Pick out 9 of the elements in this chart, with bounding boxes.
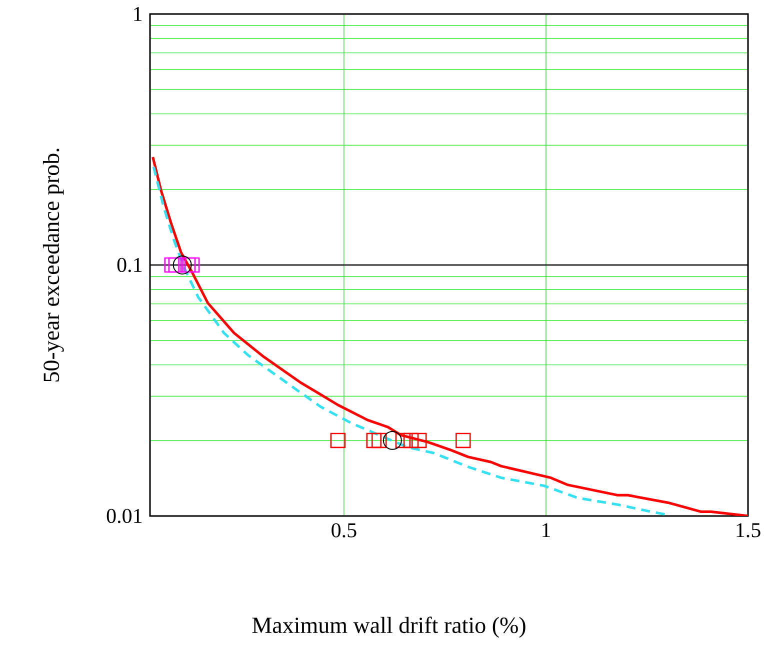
- x-tick-label: 0.5: [332, 523, 356, 538]
- y-tick-label: 0.1: [117, 258, 142, 272]
- y-axis-title: 50-year exceedance prob.: [42, 148, 64, 382]
- y-tick-label: 1: [134, 7, 142, 21]
- x-tick-label: 1.5: [736, 523, 760, 538]
- y-tick-label: 0.01: [106, 508, 142, 524]
- x-tick-label: 1: [542, 523, 550, 538]
- x-axis-title: Maximum wall drift ratio (%): [252, 616, 526, 638]
- line-series: [152, 156, 748, 516]
